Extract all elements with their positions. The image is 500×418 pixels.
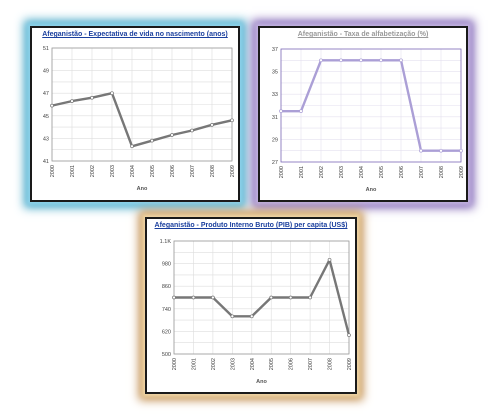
x-tick-label: 2005 [150, 165, 156, 177]
series-line [281, 59, 461, 152]
data-point [269, 295, 274, 300]
x-tick-label: 2000 [50, 165, 56, 177]
literacy-rate-chart: 27 29 31 33 35 37 2000 2001 2002 2003 2004 2005 2006… [272, 47, 465, 193]
x-tick-label: 2003 [230, 358, 236, 370]
y-tick-label: 500 [162, 352, 171, 358]
y-tick-label: 27 [272, 160, 278, 166]
data-point [319, 58, 323, 63]
data-point [459, 148, 463, 153]
y-tick-label: 35 [272, 70, 278, 76]
x-tick-label: 2006 [399, 166, 405, 178]
chart-title[interactable]: Afeganistão - Taxa de alfabetização (%) [297, 31, 429, 38]
y-tick-label: 33 [272, 92, 278, 98]
x-tick-label: 2008 [210, 165, 216, 177]
x-tick-label: 2003 [339, 166, 345, 178]
x-tick-label: 2004 [250, 358, 256, 370]
life-expectancy-chart-panel: Afeganistão - Expectativa de vida no nas… [30, 26, 240, 202]
x-tick-label: 2009 [230, 165, 236, 177]
y-tick-label: 43 [43, 136, 49, 142]
x-tick-label: 2005 [269, 358, 275, 370]
y-tick-label: 47 [43, 91, 49, 97]
x-tick-label: 2007 [308, 358, 314, 370]
data-point [230, 118, 234, 123]
data-point [211, 295, 215, 300]
data-point [279, 109, 283, 114]
y-tick-label: 41 [43, 159, 49, 165]
series-line [174, 258, 351, 336]
data-point [90, 95, 94, 100]
x-tick-label: 2004 [359, 166, 365, 178]
x-tick-label: 2000 [172, 358, 178, 370]
y-tick-label: 29 [272, 137, 278, 143]
grid [280, 48, 462, 163]
x-tick-label: 2006 [289, 358, 295, 370]
data-point [339, 58, 343, 63]
y-tick-label: 620 [162, 329, 171, 335]
data-point [70, 99, 74, 103]
x-tick-label: 2007 [190, 165, 196, 177]
data-point [249, 314, 254, 319]
x-tick-label: 2002 [319, 166, 325, 178]
data-point [230, 314, 235, 319]
x-axis-label: Ano [366, 187, 377, 193]
y-tick-label: 45 [43, 114, 49, 120]
y-tick-label: 37 [272, 47, 278, 53]
gdp-per-capita-chart: 500 620 740 860 980 1.1K 2000 2001 2002 2003 2004 2… [160, 239, 353, 385]
x-tick-label: 2001 [70, 165, 76, 177]
x-tick-label: 2007 [419, 166, 425, 178]
x-tick-label: 2005 [379, 166, 385, 178]
y-tick-label: 49 [43, 69, 49, 75]
y-tick-label: 860 [162, 284, 171, 290]
x-tick-label: 2002 [90, 165, 96, 177]
data-point [379, 58, 383, 63]
data-point [347, 333, 351, 338]
x-axis-label: Ano [256, 379, 267, 385]
x-tick-label: 2001 [191, 358, 197, 370]
series-line [51, 91, 233, 148]
x-tick-label: 2008 [439, 166, 445, 178]
y-tick-label: 31 [272, 115, 278, 121]
data-point [172, 295, 176, 300]
data-point [150, 138, 154, 143]
data-point [191, 295, 196, 300]
x-tick-label: 2009 [347, 358, 353, 370]
y-tick-label: 980 [162, 262, 171, 268]
data-point [288, 295, 293, 300]
literacy-rate-chart-panel: Afeganistão - Taxa de alfabetização (%) … [258, 26, 468, 202]
y-tick-label: 1.1K [160, 239, 172, 245]
data-point [110, 91, 114, 96]
y-tick-label: 51 [43, 46, 49, 52]
x-axis-label: Ano [137, 186, 148, 192]
data-point [299, 109, 303, 114]
x-tick-label: 2003 [110, 165, 116, 177]
y-tick-label: 740 [162, 307, 171, 313]
plot-area-border [280, 48, 462, 163]
data-point [50, 103, 54, 108]
data-point [359, 58, 363, 63]
data-point [327, 257, 332, 262]
data-point [210, 122, 214, 127]
x-tick-label: 2000 [279, 166, 285, 178]
chart-title[interactable]: Afeganistão - Produto Interno Bruto (PIB… [154, 222, 348, 229]
x-tick-label: 2006 [170, 165, 176, 177]
data-point [399, 58, 403, 63]
data-point [170, 133, 174, 137]
data-point [190, 128, 194, 133]
x-tick-label: 2001 [299, 166, 305, 178]
gdp-per-capita-chart-panel: Afeganistão - Produto Interno Bruto (PIB… [145, 217, 357, 394]
x-tick-label: 2008 [328, 358, 334, 370]
data-point [419, 148, 423, 153]
data-point [308, 295, 312, 300]
data-point [130, 144, 134, 149]
x-tick-label: 2009 [459, 166, 465, 178]
x-tick-label: 2002 [211, 358, 217, 370]
chart-title[interactable]: Afeganistão - Expectativa de vida no nas… [42, 31, 228, 38]
x-tick-label: 2004 [130, 165, 136, 177]
data-point [439, 148, 443, 153]
life-expectancy-chart: 41 43 45 47 49 51 2000 2001 2002 2003 2004 2005 2006… [43, 46, 236, 192]
